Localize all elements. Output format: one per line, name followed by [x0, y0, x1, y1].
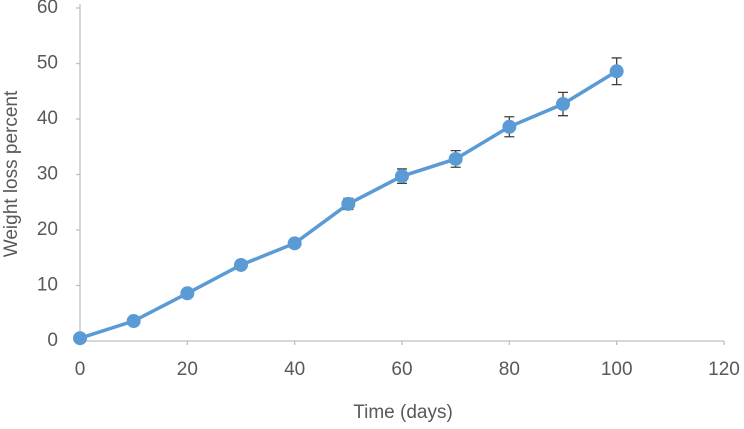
y-tick-label: 20: [37, 219, 58, 240]
y-tick-label: 40: [37, 108, 58, 129]
data-point: [234, 257, 248, 272]
data-point: [341, 196, 356, 211]
x-tick-label: 120: [708, 359, 740, 380]
x-tick-label: 80: [499, 359, 520, 380]
data-point: [180, 286, 195, 301]
y-tick-label: 50: [37, 53, 58, 74]
x-tick-label: 0: [75, 359, 86, 380]
y-tick-label: 0: [47, 330, 58, 351]
data-point: [126, 314, 141, 329]
data-point: [73, 331, 87, 346]
x-tick-label: 60: [391, 359, 412, 380]
y-tick-label: 10: [37, 275, 58, 296]
data-point: [287, 236, 302, 251]
y-tick-label: 30: [37, 164, 58, 185]
x-axis-label: Time (days): [353, 402, 453, 423]
data-point: [448, 151, 463, 166]
x-tick-label: 40: [284, 359, 305, 380]
data-point: [556, 97, 570, 112]
y-axis-label: Weight loss percent: [1, 90, 22, 257]
y-tick-label: 60: [37, 0, 58, 18]
x-tick-label: 100: [601, 359, 633, 380]
data-point: [609, 64, 624, 79]
data-point: [502, 119, 517, 134]
data-point: [395, 169, 409, 184]
x-tick-label: 20: [177, 359, 198, 380]
